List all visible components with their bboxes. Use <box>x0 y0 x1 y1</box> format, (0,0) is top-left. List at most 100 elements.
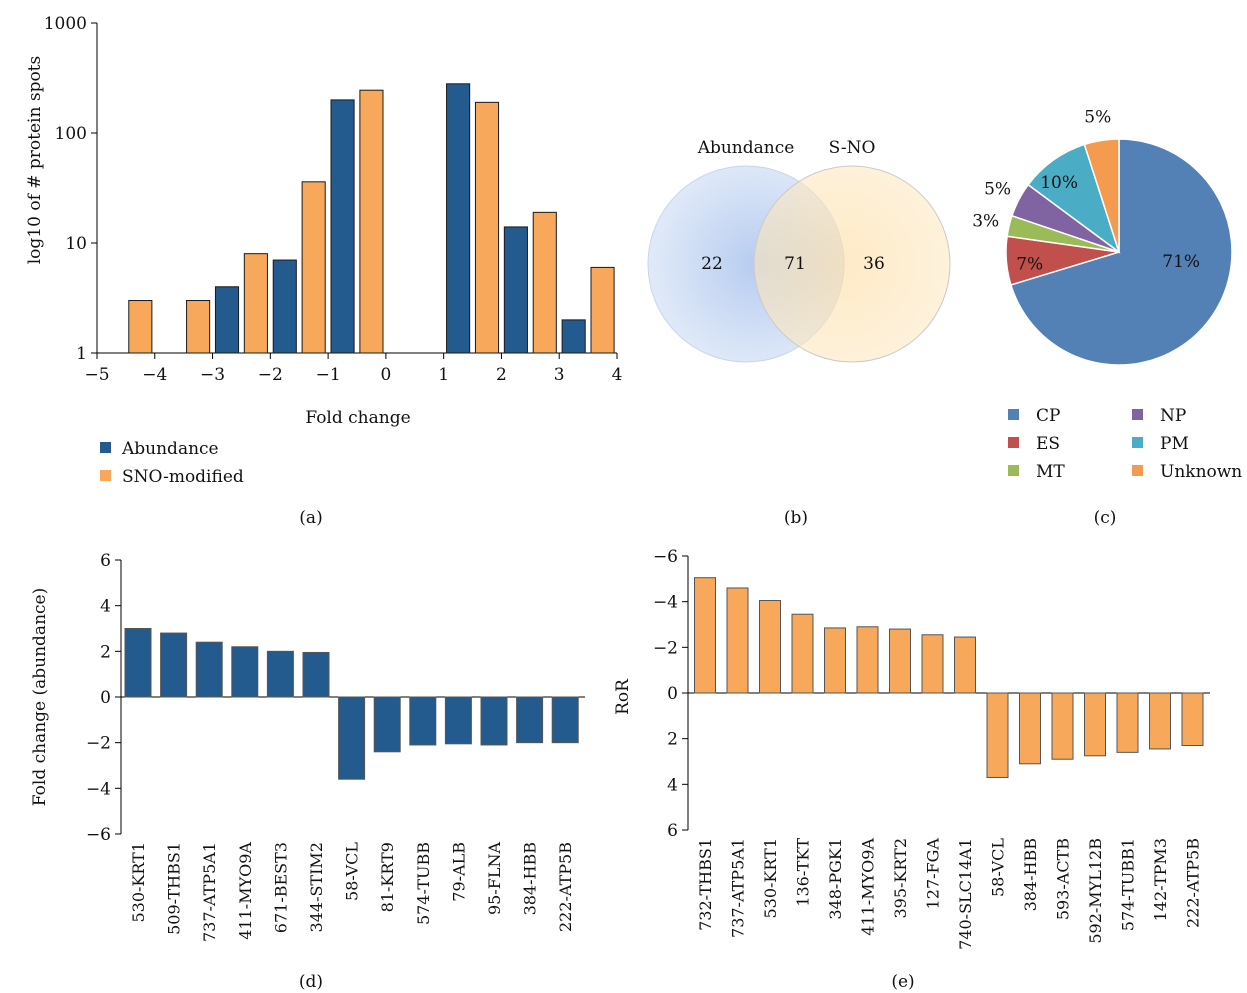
panel-a-ytick-label: 10 <box>65 234 87 254</box>
xtick-label-344-stim2: 344-STIM2 <box>307 842 326 932</box>
panel-a-ytick-label: 100 <box>55 124 87 144</box>
xtick-label-384-hbb: 384-HBB <box>1021 838 1040 911</box>
xtick-label-574-tubb1: 574-TUBB1 <box>1119 838 1138 931</box>
panel-d: Fold change (abundance) 6 4 2 0 −2 −4 −6 530-KR… <box>30 551 585 992</box>
pie-legend-label-np: NP <box>1160 406 1186 426</box>
xtick-label-142-tpm3: 142-TPM3 <box>1151 838 1170 921</box>
panel-ytick-label: 0 <box>667 684 678 704</box>
bar-732-thbs1 <box>694 577 716 694</box>
bar-abundance-2 <box>330 99 355 354</box>
xtick-label-574-tubb: 574-TUBB <box>414 842 433 925</box>
pie-slice-cp <box>1009 138 1233 366</box>
panel-a-xtick-label: 0 <box>380 365 391 385</box>
bar-sno-modified-0 <box>128 300 153 354</box>
bar-530-krt1 <box>759 600 781 694</box>
xtick-label-737-atp5a1: 737-ATP5A1 <box>200 842 219 942</box>
pie-label-es: 7% <box>1016 254 1043 274</box>
panel-d-ylabel: Fold change (abundance) <box>30 588 50 806</box>
bar-sno-modified-7 <box>590 266 615 354</box>
panel-a-xlabel: Fold change <box>305 408 410 428</box>
bar-136-tkt <box>791 613 814 694</box>
bar-58-vcl <box>986 692 1009 778</box>
bar-344-stim2 <box>302 651 330 698</box>
venn-circle-s-no <box>753 165 951 363</box>
bar-abundance-5 <box>561 319 586 354</box>
bar-592-myl12b <box>1084 692 1106 757</box>
panel-ytick-label: −4 <box>86 779 111 799</box>
bar-sno-modified-4 <box>359 89 384 354</box>
panel-a-bars <box>128 83 615 354</box>
xtick-label-384-hbb: 384-HBB <box>521 842 540 915</box>
panel-a-xtick-label: −1 <box>316 365 341 385</box>
venn-label-s-no: S-NO <box>829 138 876 158</box>
pie-label-mt: 3% <box>972 211 999 231</box>
bar-509-thbs1 <box>160 632 188 698</box>
bar-58-vcl <box>338 696 366 780</box>
panel-a-xtick-label: −4 <box>142 365 167 385</box>
panel-b-caption: (b) <box>784 508 808 528</box>
panel-e-caption: (e) <box>891 972 914 992</box>
panel-ytick-label: −2 <box>653 638 678 658</box>
panel-ytick-label: −6 <box>653 547 678 567</box>
pie-legend-swatch-cp <box>1008 409 1019 420</box>
bar-sno-modified-2 <box>243 253 268 354</box>
xtick-label-222-atp5b: 222-ATP5B <box>556 842 575 932</box>
bar-740-slc14a1 <box>954 636 976 694</box>
panel-a-ytick-label: 1 <box>76 344 87 364</box>
xtick-label-509-thbs1: 509-THBS1 <box>165 842 184 935</box>
bar-384-hbb <box>516 696 544 744</box>
panel-e-ylabel: RoR <box>613 678 633 715</box>
venn-label-abundance: Abundance <box>697 138 795 158</box>
bar-95-flna <box>480 696 508 746</box>
xtick-label-732-thbs1: 732-THBS1 <box>696 838 715 931</box>
panel-ytick-label: 0 <box>100 688 111 708</box>
pie-legend: CP ES MT NP PM Unknown <box>1008 406 1242 482</box>
xtick-label-348-pgk1: 348-PGK1 <box>826 838 845 920</box>
pie-legend-label-cp: CP <box>1036 406 1060 426</box>
panel-ytick-label: 2 <box>100 642 111 662</box>
panel-ytick-label: 4 <box>100 597 111 617</box>
panel-b: Abundance S-NO 22 71 36 (b) <box>647 138 951 528</box>
pie-legend-label-es: ES <box>1036 434 1060 454</box>
panel-d-caption: (d) <box>299 972 323 992</box>
venn-count-both: 71 <box>784 254 806 274</box>
xtick-label-136-tkt: 136-TKT <box>794 838 813 907</box>
xtick-label-411-myo9a: 411-MYO9A <box>859 838 878 936</box>
xtick-label-740-slc14a1: 740-SLC14A1 <box>956 838 975 950</box>
bar-sno-modified-6 <box>532 211 557 354</box>
panel-ytick-label: −4 <box>653 593 678 613</box>
bar-222-atp5b <box>1181 692 1204 747</box>
xtick-label-593-actb: 593-ACTB <box>1054 838 1073 920</box>
bar-411-myo9a <box>856 626 879 694</box>
pie-legend-label-pm: PM <box>1160 434 1189 454</box>
panel-c: 71% 7% 3% 5% 10% 5% CP ES MT NP PM Unknown (c) <box>972 108 1242 528</box>
bar-411-myo9a <box>231 646 259 698</box>
pie-chart: 71% 7% 3% 5% 10% 5% <box>972 108 1233 366</box>
pie-legend-swatch-mt <box>1008 465 1019 476</box>
xtick-label-58-vcl: 58-VCL <box>343 842 362 901</box>
bar-574-tubb1 <box>1116 692 1139 753</box>
panel-a-legend: Abundance SNO-modified <box>100 439 244 487</box>
bar-abundance-1 <box>272 259 297 354</box>
bar-142-tpm3 <box>1149 692 1171 750</box>
bar-574-tubb <box>409 696 437 746</box>
panel-a-xtick-label: 3 <box>554 365 565 385</box>
bar-abundance-4 <box>503 226 528 354</box>
panel-ytick-label: 4 <box>667 775 678 795</box>
pie-label-unknown: 5% <box>1084 108 1111 128</box>
bar-sno-modified-5 <box>474 101 500 354</box>
panel-ytick-label: 6 <box>667 821 678 841</box>
bar-530-krt1 <box>124 628 152 698</box>
bar-sno-modified-1 <box>186 300 211 354</box>
pie-label-cp: 71% <box>1162 252 1200 272</box>
panel-a-xtick-label: 1 <box>438 365 449 385</box>
panel-c-caption: (c) <box>1094 508 1117 528</box>
bar-395-krt2 <box>889 628 911 694</box>
panel-ytick-label: 6 <box>100 551 111 571</box>
pie-legend-swatch-np <box>1132 409 1143 420</box>
legend-label-abundance: Abundance <box>121 439 219 459</box>
bar-384-hbb <box>1019 692 1041 765</box>
bar-abundance-0 <box>214 286 240 354</box>
panel-d-chart: 6 4 2 0 −2 −4 −6 530-KRT1 509-THBS1 737-ATP5A1 411… <box>86 551 585 942</box>
